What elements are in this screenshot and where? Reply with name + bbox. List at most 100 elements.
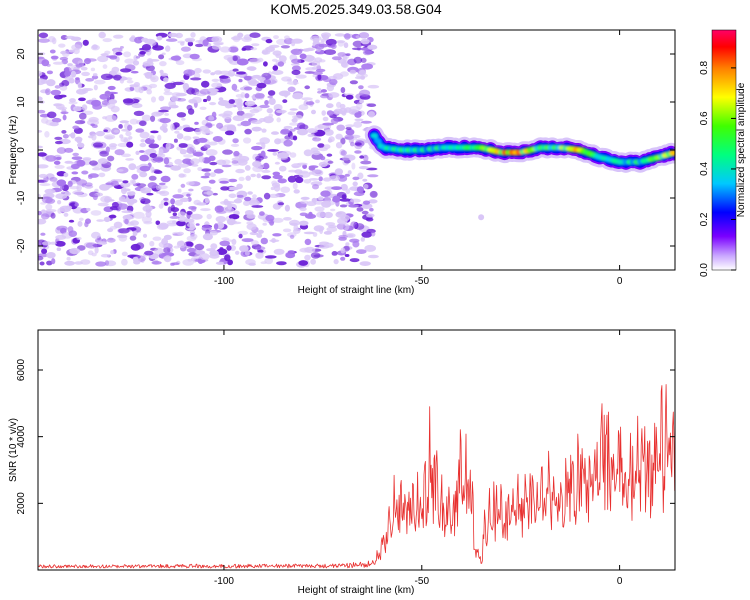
noise-speckle	[204, 197, 210, 204]
noise-speckle	[349, 106, 361, 112]
noise-speckle	[304, 85, 311, 90]
noise-speckle	[75, 77, 80, 81]
noise-speckle	[324, 49, 336, 55]
noise-speckle	[50, 55, 59, 60]
noise-speckle	[335, 142, 343, 149]
noise-speckle	[358, 32, 370, 39]
signal-cell	[668, 149, 675, 157]
noise-speckle	[163, 91, 173, 96]
noise-speckle	[134, 85, 142, 93]
noise-speckle	[139, 165, 151, 172]
noise-speckle	[338, 175, 348, 182]
noise-speckle	[323, 159, 332, 166]
noise-speckle	[233, 198, 243, 204]
noise-speckle	[280, 128, 290, 135]
noise-speckle	[132, 231, 138, 237]
noise-speckle	[111, 201, 119, 209]
noise-speckle	[292, 182, 298, 190]
noise-speckle	[198, 156, 205, 163]
noise-speckle	[38, 173, 48, 179]
noise-speckle	[123, 138, 129, 143]
noise-speckle	[278, 165, 287, 172]
noise-speckle	[126, 80, 134, 84]
noise-speckle	[177, 40, 186, 44]
snr-y-axis-label: SNR (10 * v/v)	[8, 418, 19, 482]
noise-speckle	[172, 220, 177, 224]
noise-speckle	[136, 183, 147, 188]
figure-title: KOM5.2025.349.03.58.G04	[270, 1, 441, 17]
noise-speckle	[184, 37, 196, 43]
noise-speckle	[238, 78, 243, 83]
noise-speckle	[308, 171, 315, 175]
noise-speckle	[266, 108, 273, 114]
noise-speckle	[106, 237, 116, 243]
noise-speckle	[311, 197, 317, 203]
noise-speckle	[205, 122, 212, 127]
noise-speckle	[361, 210, 369, 215]
noise-speckle	[183, 127, 195, 132]
noise-speckle	[41, 213, 50, 220]
noise-speckle	[38, 38, 50, 43]
noise-speckle	[194, 121, 199, 125]
noise-speckle	[312, 71, 323, 75]
noise-speckle	[326, 103, 334, 109]
noise-speckle	[238, 233, 243, 239]
noise-speckle	[345, 188, 351, 195]
noise-speckle	[116, 203, 128, 210]
noise-speckle	[177, 188, 182, 193]
noise-speckle	[358, 69, 367, 76]
noise-speckle	[336, 124, 346, 131]
noise-speckle	[193, 151, 204, 157]
noise-speckle	[92, 44, 98, 50]
noise-speckle	[195, 250, 206, 255]
noise-speckle	[356, 186, 364, 193]
spectrogram-y-tick-label: 0	[16, 147, 27, 153]
noise-speckle	[263, 61, 268, 67]
noise-speckle	[209, 161, 218, 166]
noise-speckle	[85, 242, 98, 249]
noise-speckle	[323, 144, 331, 150]
noise-speckle	[261, 175, 272, 180]
noise-speckle	[208, 141, 218, 146]
noise-speckle	[193, 72, 201, 79]
noise-speckle	[339, 204, 348, 208]
noise-speckle	[271, 238, 276, 243]
noise-speckle	[186, 212, 191, 219]
noise-speckle	[138, 150, 145, 153]
noise-speckle	[321, 200, 332, 208]
noise-speckle	[265, 46, 275, 53]
noise-speckle	[190, 158, 200, 165]
noise-speckle	[62, 114, 67, 121]
noise-speckle	[349, 258, 360, 263]
noise-speckle	[359, 155, 365, 159]
noise-speckle	[362, 200, 371, 205]
noise-speckle	[79, 112, 87, 120]
noise-speckle	[38, 130, 43, 133]
noise-speckle	[282, 99, 288, 103]
noise-speckle	[259, 137, 271, 145]
noise-speckle	[165, 142, 171, 150]
noise-speckle	[195, 223, 200, 226]
noise-speckle	[314, 206, 325, 212]
noise-speckle	[228, 178, 238, 183]
noise-speckle	[246, 221, 254, 225]
noise-speckle	[180, 183, 186, 188]
noise-speckle	[122, 214, 133, 221]
noise-speckle	[156, 191, 166, 194]
noise-speckle	[85, 218, 91, 224]
noise-speckle	[186, 247, 197, 253]
noise-speckle	[215, 216, 226, 223]
noise-speckle	[272, 152, 278, 156]
noise-speckle	[287, 111, 297, 116]
noise-speckle	[257, 249, 264, 253]
noise-speckle	[246, 66, 257, 71]
noise-speckle	[349, 238, 360, 243]
noise-speckles	[38, 31, 485, 268]
spectrogram-y-ticks: -20 -10 0 10 20	[16, 48, 675, 253]
snr-x-tick-label: -100	[214, 576, 234, 587]
noise-speckle	[213, 168, 224, 174]
noise-speckle	[200, 186, 212, 191]
noise-speckle	[143, 72, 154, 77]
noise-speckle	[118, 235, 128, 242]
noise-speckle	[203, 98, 208, 103]
